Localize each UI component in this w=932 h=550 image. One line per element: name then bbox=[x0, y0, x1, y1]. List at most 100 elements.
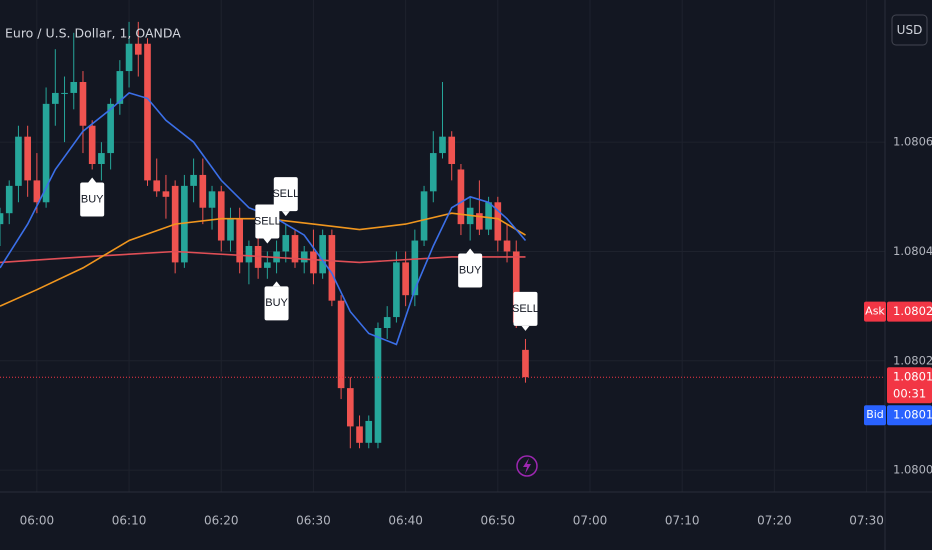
x-tick-label: 06:00 bbox=[20, 514, 55, 528]
indicator-line bbox=[0, 250, 526, 264]
candle-body bbox=[319, 235, 326, 274]
candle-body bbox=[439, 136, 446, 154]
candle-body bbox=[457, 169, 465, 225]
price-label-box bbox=[887, 405, 932, 426]
signal-box bbox=[273, 177, 298, 212]
candle-body bbox=[245, 246, 253, 263]
price-labels: 1.08029 Ask 1.08017 00:31 1.08013 Bid bbox=[864, 301, 932, 426]
x-tick-label: 06:40 bbox=[388, 514, 423, 528]
x-tick-label: 07:20 bbox=[757, 514, 792, 528]
candle-body bbox=[264, 262, 271, 268]
icon-ring bbox=[516, 455, 538, 477]
signal-label: BUY bbox=[81, 193, 104, 205]
axes: 06:00 06:10 06:20 06:30 06:40 06:50 07:00 07:10… bbox=[20, 135, 932, 528]
candle-body bbox=[162, 191, 170, 197]
indicator-line bbox=[0, 92, 527, 346]
currency-button[interactable] bbox=[891, 14, 928, 46]
x-tick-label: 06:50 bbox=[481, 514, 516, 528]
candle-body bbox=[300, 251, 308, 263]
currency-label: USD bbox=[897, 23, 923, 37]
signal-pointer bbox=[466, 248, 475, 254]
countdown: 00:31 bbox=[893, 387, 926, 401]
candle-body bbox=[448, 136, 456, 164]
candle-body bbox=[356, 426, 363, 443]
candle-body bbox=[282, 235, 290, 252]
signal-pointer bbox=[281, 211, 290, 217]
candle-body bbox=[79, 82, 87, 126]
candle-body bbox=[503, 240, 511, 252]
candle-body bbox=[107, 103, 114, 154]
candle-body bbox=[5, 185, 13, 214]
signal-box bbox=[264, 286, 289, 321]
signal-label: SELL bbox=[512, 303, 539, 315]
x-tick-label: 07:10 bbox=[665, 514, 700, 528]
lightning-icon[interactable] bbox=[516, 455, 538, 477]
price-tag-box bbox=[864, 405, 886, 426]
candle-body bbox=[0, 213, 4, 225]
signal-label: SELL bbox=[272, 188, 299, 200]
price-label: 1.08029 bbox=[893, 304, 932, 318]
candle-body bbox=[512, 251, 520, 323]
candle-body bbox=[227, 218, 234, 241]
candle-body bbox=[24, 136, 31, 181]
candle-body bbox=[144, 43, 151, 181]
candle-body bbox=[310, 251, 317, 274]
price-label-box bbox=[887, 301, 932, 322]
x-tick-label: 06:30 bbox=[296, 514, 331, 528]
candle-body bbox=[153, 180, 161, 192]
signal-box bbox=[513, 291, 538, 326]
candle-body bbox=[217, 191, 225, 241]
y-tick-label: 1.08040 bbox=[893, 244, 932, 258]
candle-body bbox=[190, 174, 197, 186]
signal-pointer bbox=[263, 238, 272, 244]
price-tag: Ask bbox=[865, 305, 885, 318]
candle-body bbox=[420, 191, 428, 241]
candle-body bbox=[70, 82, 78, 93]
signal-label: SELL bbox=[254, 215, 281, 227]
signal-label: BUY bbox=[265, 297, 288, 309]
signal-box bbox=[80, 182, 105, 217]
candle-body bbox=[393, 262, 400, 318]
candle-body bbox=[411, 240, 419, 296]
signal-box bbox=[255, 204, 280, 239]
candle-body bbox=[208, 191, 216, 208]
price-label-box bbox=[887, 367, 932, 404]
candle-body bbox=[236, 218, 244, 263]
candle-body bbox=[61, 92, 68, 94]
x-tick-label: 06:20 bbox=[204, 514, 239, 528]
candle-body bbox=[199, 174, 207, 208]
signal-label: BUY bbox=[459, 264, 482, 276]
candle-body bbox=[116, 71, 124, 104]
candle-body bbox=[485, 202, 492, 230]
candle-body bbox=[494, 202, 502, 241]
x-tick-label: 07:00 bbox=[573, 514, 608, 528]
candle-body bbox=[51, 92, 59, 104]
candle-body bbox=[15, 136, 22, 186]
icon-bolt bbox=[523, 458, 531, 474]
y-tick-label: 1.08060 bbox=[893, 135, 932, 149]
price-tag: Bid bbox=[866, 408, 884, 421]
candle-body bbox=[402, 262, 409, 296]
candle-body bbox=[522, 349, 529, 378]
candle-body bbox=[98, 153, 105, 164]
plot-area: BUY SELL SELL BUY BUY SELL bbox=[0, 21, 885, 449]
symbol-title: Euro / U.S. Dollar, 1, OANDA bbox=[5, 26, 181, 41]
candle-body bbox=[33, 180, 41, 203]
candle-body bbox=[125, 43, 133, 72]
signal-pointer bbox=[521, 325, 530, 331]
candle-body bbox=[346, 388, 354, 427]
candle-body bbox=[365, 420, 373, 443]
x-tick-label: 07:30 bbox=[849, 514, 884, 528]
candle-body bbox=[328, 235, 336, 301]
candle-body bbox=[337, 300, 345, 389]
signal-pointer bbox=[88, 177, 97, 183]
candle-body bbox=[134, 43, 142, 55]
price-label: 1.08017 bbox=[893, 370, 932, 384]
candle-body bbox=[476, 213, 483, 230]
price-tag-box bbox=[864, 301, 886, 322]
candle-body bbox=[181, 185, 188, 263]
x-tick-label: 06:10 bbox=[112, 514, 147, 528]
candle-body bbox=[429, 153, 437, 192]
